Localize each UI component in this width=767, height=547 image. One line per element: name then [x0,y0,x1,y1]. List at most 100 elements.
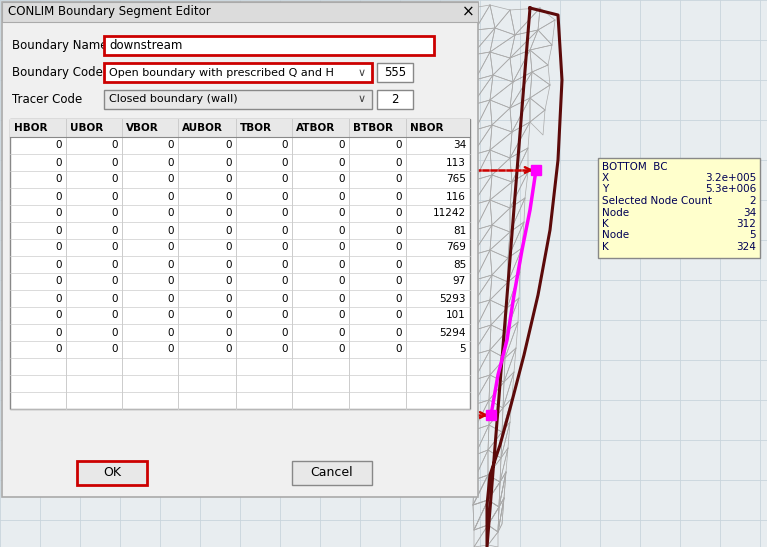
Text: 0: 0 [396,311,402,321]
Text: 0: 0 [338,174,345,184]
Text: 97: 97 [453,276,466,287]
Text: 0: 0 [338,328,345,337]
Text: 0: 0 [55,191,62,201]
Text: 34: 34 [742,207,756,218]
Text: 0: 0 [338,294,345,304]
Text: 0: 0 [396,259,402,270]
Text: 0: 0 [167,158,174,167]
Text: ×: × [462,4,474,20]
Bar [2,2,478,497]
Text: 0: 0 [55,174,62,184]
Bar [104,90,372,109]
Text: 0: 0 [338,225,345,236]
Text: K: K [602,242,609,252]
Text: 5293: 5293 [439,294,466,304]
Text: 0: 0 [167,294,174,304]
Text: 5.3e+006: 5.3e+006 [705,184,756,195]
Text: OK: OK [103,467,121,480]
Text: Open boundary with prescribed Q and H: Open boundary with prescribed Q and H [109,67,334,78]
Text: 0: 0 [338,141,345,150]
Text: 0: 0 [225,294,232,304]
Text: 0: 0 [55,311,62,321]
Text: 0: 0 [55,141,62,150]
Text: 765: 765 [446,174,466,184]
Text: 85: 85 [453,259,466,270]
Text: 0: 0 [281,141,288,150]
Bar [77,461,147,485]
Text: 0: 0 [281,242,288,253]
Text: 0: 0 [281,208,288,218]
Text: 0: 0 [338,208,345,218]
Text: 0: 0 [338,345,345,354]
Text: 0: 0 [396,208,402,218]
Text: VBOR: VBOR [126,123,159,133]
Text: 81: 81 [453,225,466,236]
Text: 0: 0 [111,141,118,150]
Text: 0: 0 [55,294,62,304]
Text: 0: 0 [167,345,174,354]
Text: BOTTOM  BC: BOTTOM BC [602,162,667,172]
Text: 0: 0 [225,242,232,253]
Text: 2: 2 [749,196,756,206]
Text: CONLIM Boundary Segment Editor: CONLIM Boundary Segment Editor [8,5,211,19]
Bar [377,90,413,109]
Text: 0: 0 [281,158,288,167]
Text: 0: 0 [338,259,345,270]
Bar [104,36,434,55]
Text: 5294: 5294 [439,328,466,337]
Text: 0: 0 [281,345,288,354]
Text: 0: 0 [225,141,232,150]
Text: HBOR: HBOR [14,123,48,133]
Text: 0: 0 [167,208,174,218]
Text: 0: 0 [396,225,402,236]
Text: 0: 0 [225,225,232,236]
Text: 11242: 11242 [433,208,466,218]
Text: 0: 0 [55,225,62,236]
Text: ∨: ∨ [358,95,366,104]
Text: 0: 0 [55,259,62,270]
Bar [292,461,372,485]
Text: 0: 0 [55,328,62,337]
Text: 0: 0 [225,276,232,287]
Text: 0: 0 [55,276,62,287]
Text: 324: 324 [736,242,756,252]
Text: 0: 0 [111,225,118,236]
Text: 0: 0 [225,208,232,218]
Text: 0: 0 [281,328,288,337]
Text: Selected Node Count: Selected Node Count [602,196,712,206]
Text: Closed boundary (wall): Closed boundary (wall) [109,95,238,104]
Text: 0: 0 [167,141,174,150]
Text: TBOR: TBOR [240,123,272,133]
Text: X: X [602,173,609,183]
Text: 0: 0 [396,294,402,304]
Text: Boundary Name: Boundary Name [12,39,107,52]
Text: 0: 0 [338,276,345,287]
Text: 0: 0 [225,345,232,354]
Text: 0: 0 [111,208,118,218]
Text: 0: 0 [338,242,345,253]
Text: Tracer Code: Tracer Code [12,93,82,106]
Text: 0: 0 [167,259,174,270]
Text: AUBOR: AUBOR [182,123,223,133]
Text: 0: 0 [167,276,174,287]
Text: 0: 0 [225,328,232,337]
Text: ATBOR: ATBOR [296,123,335,133]
Text: 0: 0 [396,141,402,150]
Text: 101: 101 [446,311,466,321]
Text: 0: 0 [281,191,288,201]
Text: 0: 0 [55,345,62,354]
Text: 0: 0 [111,294,118,304]
Text: 0: 0 [396,242,402,253]
Text: 0: 0 [167,225,174,236]
Text: 0: 0 [396,276,402,287]
Text: Cancel: Cancel [311,467,354,480]
Text: 2: 2 [391,93,399,106]
Text: Node: Node [602,230,629,241]
Bar [598,158,760,258]
Text: ∨: ∨ [358,67,366,78]
Text: Boundary Code: Boundary Code [12,66,103,79]
Text: 0: 0 [281,311,288,321]
Text: 0: 0 [338,311,345,321]
Text: 555: 555 [384,66,406,79]
Text: 0: 0 [281,276,288,287]
